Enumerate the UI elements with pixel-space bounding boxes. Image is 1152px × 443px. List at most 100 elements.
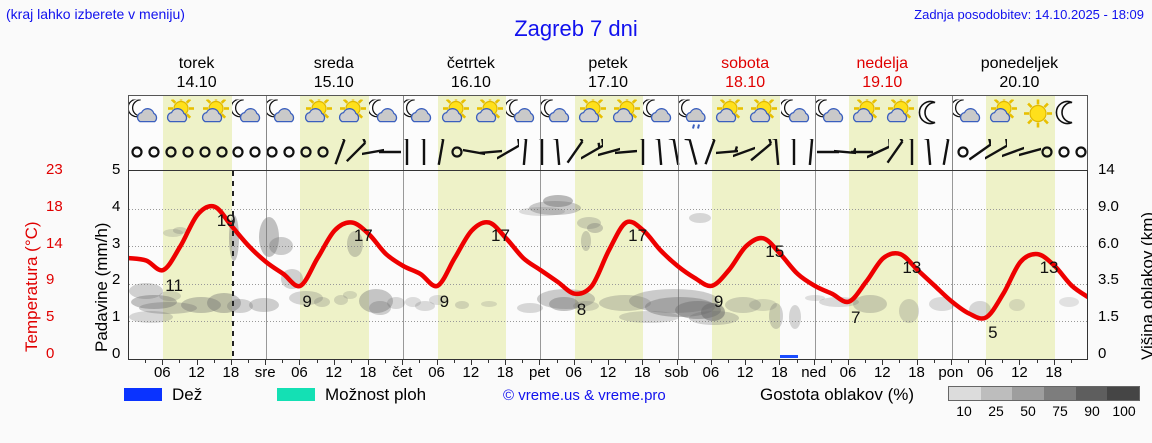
day-gridline <box>951 171 953 359</box>
moon-icon <box>918 99 952 134</box>
day-separator <box>540 137 542 170</box>
day-separator <box>266 137 268 170</box>
moon-cloud-icon <box>264 98 300 134</box>
wind-calm-icon <box>227 139 249 170</box>
sun-cloud-icon <box>746 95 780 134</box>
x-minor-tick <box>1070 360 1072 363</box>
sky-cell-23 <box>918 96 952 137</box>
x-tick <box>470 360 472 365</box>
temp-value-label: 13 <box>902 258 922 278</box>
x-tick <box>333 360 335 365</box>
moon-cloud-icon <box>504 98 540 134</box>
day-header-4: sobota 18.10 <box>677 54 814 92</box>
x-tick-label: 18 <box>633 364 651 381</box>
forecast-plot[interactable]: 11 19 9 17 9 17 8 17 9 15 7 13 5 13 <box>128 170 1088 360</box>
x-minor-tick <box>968 360 969 363</box>
day-date: 17.10 <box>587 74 629 91</box>
wind-calm-icon <box>278 139 300 170</box>
sun-cloud-icon <box>849 95 883 134</box>
wind-calm-icon <box>177 139 199 170</box>
value-gridline <box>129 283 1087 285</box>
cloud-density-tick: 50 <box>1020 403 1036 419</box>
x-tick <box>573 360 575 365</box>
x-tick <box>368 360 369 365</box>
x-tick <box>1019 360 1021 365</box>
x-minor-tick <box>796 360 798 363</box>
moon-cloud-icon <box>539 98 575 134</box>
temp-value-label: 9 <box>302 291 312 311</box>
wind-calm-icon <box>295 139 317 170</box>
temp-value-label: 17 <box>628 226 648 246</box>
wind-calm-icon <box>211 139 233 170</box>
wind-calm-icon <box>126 139 148 170</box>
x-tick-label: 18 <box>496 364 514 381</box>
x-minor-tick <box>213 360 215 363</box>
sun-icon <box>1021 99 1055 134</box>
showers-swatch <box>277 388 315 401</box>
sky-cell-2 <box>197 95 232 137</box>
temperature-axis-label: Temperatura (°C) <box>22 221 41 352</box>
wind-calm-icon <box>312 139 334 170</box>
x-tick-label: 06 <box>153 364 171 381</box>
day-name: sreda <box>313 55 354 72</box>
sun-cloud-icon <box>575 95 609 134</box>
day-header-6: ponedeljek 20.10 <box>951 54 1088 92</box>
x-tick <box>299 360 301 365</box>
x-minor-tick <box>865 360 867 363</box>
last-update-note: Zadnja posodobitev: 14.10.2025 - 18:09 <box>914 7 1144 22</box>
x-tick-label: 06 <box>976 364 994 381</box>
credit-link[interactable]: © vreme.us & vreme.pro <box>503 387 666 404</box>
sun-cloud-icon <box>986 95 1020 134</box>
day-name: četrtek <box>446 55 495 72</box>
sky-cell-20 <box>813 96 849 137</box>
sky-cell-24 <box>950 96 986 137</box>
day-header-3: petek 17.10 <box>539 54 676 92</box>
day-name: sobota <box>721 55 770 72</box>
day-separator <box>677 96 679 137</box>
x-minor-tick <box>419 360 421 363</box>
x-minor-tick <box>179 360 181 363</box>
x-tick <box>676 360 678 365</box>
wind-daylight-band <box>574 137 644 170</box>
moon-icon <box>1055 99 1089 134</box>
sky-cell-13 <box>574 95 609 137</box>
day-separator <box>403 137 405 170</box>
x-tick-label: 06 <box>839 364 857 381</box>
x-tick <box>882 360 884 365</box>
x-minor-tick <box>625 360 627 363</box>
x-tick-label: 18 <box>771 364 788 381</box>
temp-value-label: 9 <box>713 291 724 311</box>
axis-tick: 0 <box>46 345 55 362</box>
wind-daylight-band <box>849 137 918 170</box>
showers-legend-label: Možnost ploh <box>325 385 427 404</box>
sun-cloud-icon <box>198 95 232 134</box>
x-minor-tick <box>145 360 147 363</box>
rain-swatch <box>124 388 162 401</box>
sky-icon-band <box>127 95 1089 137</box>
axis-tick: 18 <box>46 197 63 215</box>
sky-cell-4 <box>264 96 300 137</box>
cloud-density-tick: 25 <box>988 403 1004 419</box>
cloud-height-axis-label: Višina oblakov (km) <box>1138 211 1152 360</box>
moon-cloud-icon <box>813 98 849 134</box>
x-tick-label: sre <box>254 364 276 381</box>
axis-tick: 4 <box>112 197 121 215</box>
x-minor-tick <box>1036 360 1038 363</box>
wind-calm-icon <box>160 139 182 170</box>
temp-value-label: 15 <box>765 242 785 262</box>
sun-cloud-icon <box>335 95 369 134</box>
temp-value-label: 17 <box>491 226 510 246</box>
axis-tick: 23 <box>46 161 63 178</box>
wind-calm-icon <box>446 139 468 170</box>
day-separator <box>266 96 268 137</box>
day-date: 19.10 <box>862 74 903 91</box>
sky-cell-19 <box>779 96 814 137</box>
x-tick <box>745 360 747 365</box>
sky-cell-3 <box>230 96 266 137</box>
sky-cell-17 <box>711 95 747 137</box>
wind-daylight-band <box>437 137 507 170</box>
day-date: 16.10 <box>450 74 491 91</box>
current-time-marker <box>231 171 234 359</box>
cloud-density-tick: 10 <box>956 403 972 419</box>
